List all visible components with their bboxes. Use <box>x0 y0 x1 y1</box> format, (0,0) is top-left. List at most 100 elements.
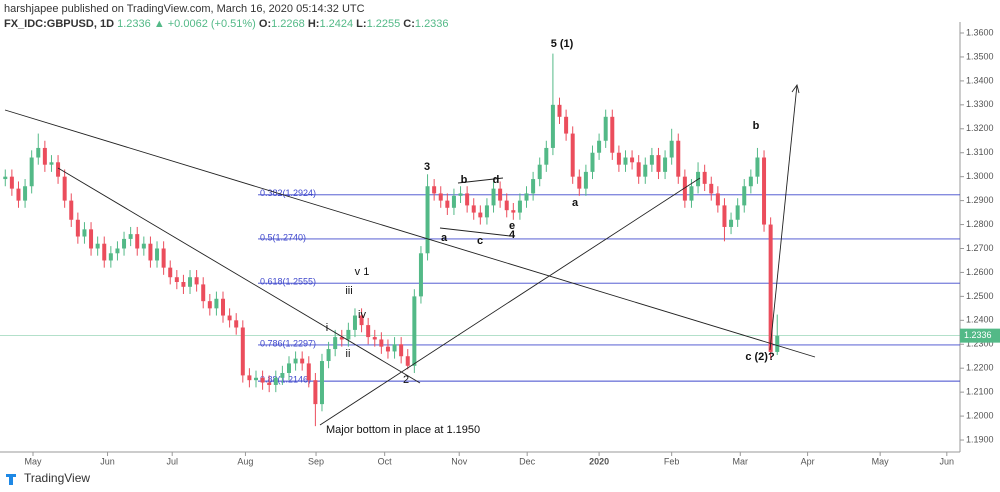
x-tick-label: Jun <box>100 456 115 466</box>
wave-label: ii <box>346 348 351 360</box>
wave-label: Major bottom in place at 1.1950 <box>326 424 480 436</box>
current-price-box <box>960 328 1000 343</box>
trend-line <box>457 177 504 184</box>
x-tick-label: Aug <box>237 456 253 466</box>
candle-body <box>108 253 113 261</box>
wave-label: b <box>753 120 760 132</box>
x-tick-label: Jul <box>166 456 178 466</box>
candle-body <box>273 377 278 385</box>
candle-body <box>9 176 14 189</box>
candle-body <box>564 116 569 134</box>
trend-line <box>57 167 421 384</box>
x-tick-label: Oct <box>378 456 393 466</box>
candle-body <box>49 162 54 165</box>
forecast-line <box>769 84 798 351</box>
y-tick-label: 1.3500 <box>966 51 994 61</box>
candle-body <box>656 155 661 172</box>
candle-body <box>29 157 34 187</box>
trend-line <box>4 109 816 358</box>
y-tick-label: 1.2300 <box>966 339 994 349</box>
candle-body <box>366 325 371 338</box>
candle-body <box>451 195 456 208</box>
wave-label: 2 <box>403 374 409 386</box>
x-tick-label: May <box>872 456 890 466</box>
close: 1.2336 <box>414 18 449 30</box>
candle-body <box>484 205 489 218</box>
candle-body <box>471 205 476 213</box>
candle-body <box>735 205 740 220</box>
candle-body <box>300 358 305 364</box>
candle-body <box>89 229 94 249</box>
wave-label: e <box>509 220 515 232</box>
candle-body <box>227 315 232 321</box>
candle-body <box>168 267 173 278</box>
candle-body <box>372 337 377 340</box>
wave-label: i <box>326 322 328 334</box>
x-tick-label: Jun <box>940 456 955 466</box>
x-tick-label: 2020 <box>589 456 609 466</box>
candle-body <box>293 358 298 364</box>
candle-body <box>36 147 41 158</box>
change: ▲ +0.0062 (+0.51%) <box>153 18 256 30</box>
candle-body <box>630 157 635 163</box>
wave-label: d <box>493 174 500 186</box>
candle-body <box>610 116 615 153</box>
candle-body <box>425 186 430 254</box>
y-tick-label: 1.2700 <box>966 243 994 253</box>
candle-body <box>432 186 437 194</box>
candle-body <box>775 335 780 352</box>
candle-body <box>214 298 219 309</box>
y-tick-label: 1.2800 <box>966 219 994 229</box>
candle-body <box>69 200 74 220</box>
c-label: C: <box>403 18 415 30</box>
candle-body <box>524 193 529 201</box>
candle-body <box>82 229 87 237</box>
y-tick-label: 1.2500 <box>966 291 994 301</box>
candle-body <box>438 193 443 201</box>
candle-body <box>254 377 258 381</box>
candle-body <box>201 284 206 302</box>
candle-body <box>531 179 536 194</box>
candle-body <box>346 329 351 340</box>
wave-label: a <box>441 232 448 244</box>
candle-body <box>682 176 687 201</box>
header: harshjapee published on TradingView.com,… <box>4 2 449 32</box>
candle-body <box>16 188 21 201</box>
candle-body <box>445 200 450 208</box>
candle-body <box>722 205 727 227</box>
brand-logo <box>6 474 16 485</box>
candle-body <box>689 186 694 201</box>
candle-body <box>715 193 720 206</box>
candle-body <box>319 361 324 405</box>
candle-body <box>194 277 199 285</box>
candle-body <box>56 162 61 177</box>
y-tick-label: 1.2600 <box>966 267 994 277</box>
candle-body <box>669 140 674 158</box>
candle-body <box>478 212 483 218</box>
fib-label: 0.5(1.2740) <box>260 232 306 242</box>
y-tick-label: 1.3600 <box>966 27 994 37</box>
candle-body <box>135 234 140 249</box>
y-tick-label: 1.2900 <box>966 195 994 205</box>
candle-body <box>511 210 516 213</box>
candle-body <box>676 140 681 177</box>
candle-body <box>570 133 575 177</box>
arrow-head <box>791 83 800 94</box>
candle-body <box>392 344 397 352</box>
wave-label: c (2)? <box>745 351 775 363</box>
candle-body <box>412 296 417 366</box>
candle-body <box>3 176 8 180</box>
candle-body <box>115 248 120 254</box>
publish-line: harshjapee published on TradingView.com,… <box>4 3 365 15</box>
candle-body <box>399 344 404 357</box>
candle-body <box>326 349 331 362</box>
x-tick-label: Feb <box>664 456 680 466</box>
candle-body <box>286 363 291 373</box>
candle-body <box>42 147 47 165</box>
candle-body <box>333 337 338 350</box>
candle-body <box>234 320 239 328</box>
candle-body <box>306 363 311 381</box>
wave-label: c <box>477 235 483 247</box>
